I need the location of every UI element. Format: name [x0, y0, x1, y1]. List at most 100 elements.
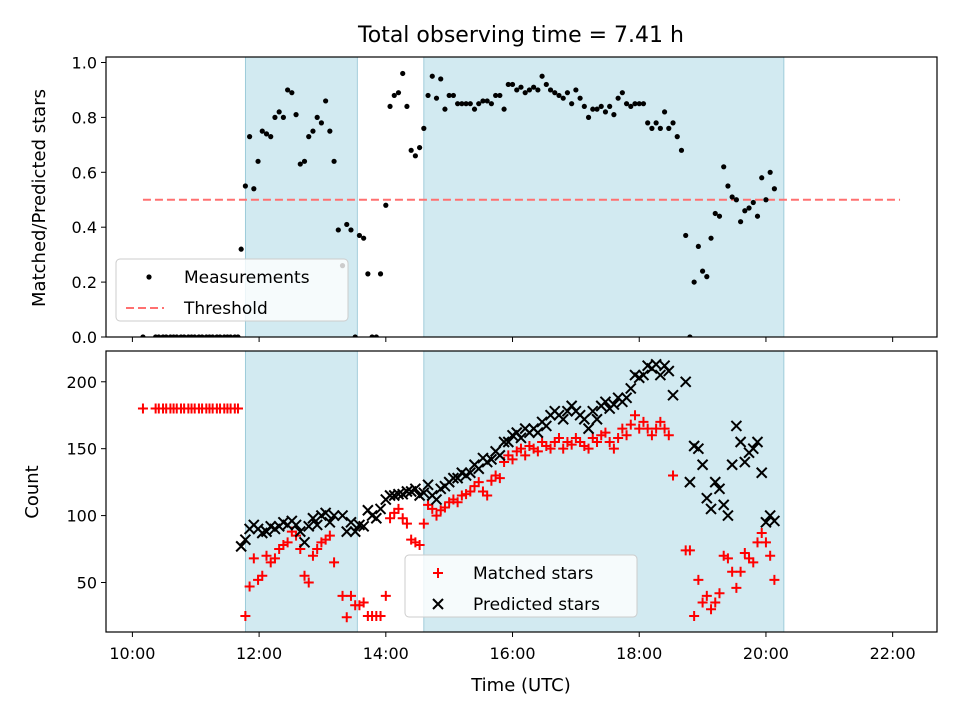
- measurement-point: [476, 101, 482, 107]
- matched-star-point: [769, 574, 780, 585]
- predicted-star-point: [532, 426, 544, 439]
- chart-title: Total observing time = 7.41 h: [357, 23, 684, 48]
- measurement-point: [463, 101, 469, 107]
- measurement-point: [306, 134, 312, 140]
- matched-star-point: [651, 423, 662, 434]
- measurement-point: [259, 128, 265, 134]
- matched-star-point: [583, 443, 594, 454]
- matched-star-point: [600, 427, 611, 438]
- predicted-star-point: [418, 487, 430, 499]
- predicted-star-point: [239, 533, 252, 546]
- measurement-point: [653, 120, 659, 126]
- measurement-point: [632, 101, 638, 107]
- measurement-point: [767, 169, 773, 175]
- matched-star-point: [473, 477, 484, 488]
- matched-star-point: [604, 436, 615, 447]
- axes-frame: [105, 350, 938, 633]
- measurement-point: [585, 114, 592, 120]
- predicted-star-point: [692, 442, 705, 455]
- matched-star-point: [507, 454, 518, 465]
- matched-star-point: [642, 423, 653, 434]
- predicted-star-point: [620, 392, 633, 404]
- measurement-point: [438, 76, 444, 82]
- predicted-star-point: [357, 520, 370, 532]
- measurement-point: [699, 268, 706, 274]
- predicted-star-point: [447, 472, 460, 484]
- measurement-point: [742, 208, 748, 214]
- measurement-point: [619, 90, 625, 96]
- measurement-point: [391, 92, 397, 99]
- measurement-point: [174, 334, 180, 337]
- matched-star-point: [393, 503, 404, 514]
- predicted-star-point: [713, 483, 726, 495]
- matched-star-point: [137, 403, 148, 414]
- y-tick-label: 0.0: [72, 328, 97, 347]
- matched-star-point: [739, 548, 750, 559]
- matched-star-point: [638, 416, 649, 427]
- measurement-point: [514, 87, 520, 93]
- legend: Matched stars Predicted stars: [404, 554, 638, 618]
- measurement-point: [425, 92, 431, 99]
- measurement-point: [297, 161, 303, 167]
- measurement-point: [331, 158, 337, 164]
- measurement-point: [733, 197, 739, 203]
- matched-star-point: [257, 570, 268, 581]
- predicted-star-point: [409, 483, 422, 495]
- measurement-point: [708, 235, 714, 241]
- matched-star-point: [329, 557, 340, 568]
- x-tick-label: 12:00: [236, 644, 282, 663]
- matched-star-point: [486, 475, 497, 486]
- measurement-point: [594, 106, 600, 112]
- measurement-point: [365, 271, 371, 277]
- matched-star-point: [735, 566, 746, 577]
- measurement-point: [666, 125, 672, 131]
- y-tick-label: 0.2: [72, 273, 97, 292]
- bottom-panel: 50 100 150 200 10:00 12:00 14:00 16:00 18:00 20:0…: [66, 350, 938, 663]
- measurement-point: [518, 84, 524, 90]
- measurement-point: [251, 186, 257, 192]
- predicted-star-point: [401, 485, 413, 498]
- legend-frame: [115, 258, 349, 322]
- matched-star-point: [701, 590, 712, 601]
- measurement-point: [649, 125, 655, 131]
- measurement-point: [623, 101, 630, 107]
- measurement-point: [471, 106, 478, 112]
- matched-star-point: [558, 443, 569, 454]
- measurement-point: [238, 246, 244, 252]
- predicted-star-point: [345, 516, 357, 528]
- predicted-star-point: [336, 509, 349, 522]
- predicted-star-point: [485, 453, 498, 466]
- measurement-point: [754, 213, 761, 219]
- y-tick-label: 1.0: [72, 53, 97, 72]
- measurement-point: [497, 92, 503, 99]
- matched-star-point: [566, 439, 577, 450]
- predicted-star-point: [667, 389, 679, 401]
- measurement-point: [356, 232, 363, 239]
- measurement-point: [156, 334, 162, 337]
- measurement-point: [467, 101, 473, 107]
- predicted-star-point: [722, 509, 734, 522]
- measurement-point: [750, 199, 756, 206]
- matched-star-point: [269, 553, 280, 564]
- measurement-point: [543, 81, 549, 88]
- measurement-point: [640, 101, 647, 107]
- measurement-point: [480, 98, 486, 104]
- matched-star-point: [625, 419, 636, 430]
- top-panel: 0.0 0.2 0.4 0.6 0.8 1.0 Measurements Threshold: [72, 53, 938, 347]
- matched-star-point: [706, 604, 717, 615]
- measurement-point: [446, 92, 452, 99]
- measurement-point: [547, 87, 554, 93]
- measurement-point: [361, 235, 367, 241]
- matched-star-point: [731, 582, 742, 593]
- x-tick-label: 14:00: [363, 644, 409, 663]
- measurement-point: [235, 334, 241, 337]
- measurement-point: [272, 114, 278, 120]
- measurement-point: [695, 243, 701, 250]
- x-tick-label: 10:00: [109, 644, 155, 663]
- measurement-point: [746, 205, 752, 211]
- measurement-point: [459, 101, 465, 107]
- measurement-point: [344, 221, 350, 228]
- measurement-point: [535, 87, 541, 93]
- predicted-star-point: [430, 493, 443, 506]
